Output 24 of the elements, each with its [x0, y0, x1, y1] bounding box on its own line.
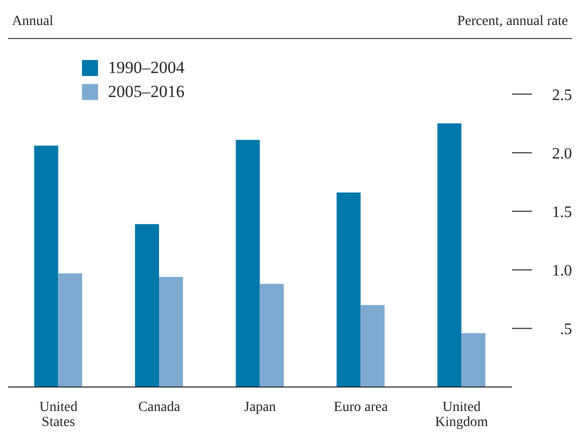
legend-label: 2005–2016: [107, 81, 184, 103]
x-tick-label: United States: [39, 400, 78, 430]
y-tick-label: 2.5: [552, 86, 572, 104]
bar: [236, 140, 260, 387]
bar: [260, 284, 284, 387]
chart-subtitle: Annual: [12, 14, 54, 30]
bar: [336, 192, 361, 387]
y-tick-label: 1.0: [552, 262, 572, 280]
x-tick-label: Euro area: [334, 400, 389, 415]
y-axis-title: Percent, annual rate: [457, 14, 568, 30]
bar: [58, 273, 82, 387]
bar: [34, 146, 58, 387]
bar: [360, 305, 385, 387]
bar: [437, 123, 462, 387]
y-tick-label: .5: [560, 321, 572, 338]
bar: [135, 224, 160, 387]
x-tick-label: Japan: [244, 400, 276, 415]
legend-label: 1990–2004: [107, 57, 184, 79]
x-tick-label: Canada: [138, 400, 181, 415]
y-tick-label: 2.0: [552, 145, 572, 162]
bar: [159, 276, 184, 387]
y-tick-label: 1.5: [552, 204, 572, 221]
bar: [461, 333, 486, 387]
x-tick-label: United Kingdom: [435, 400, 488, 430]
